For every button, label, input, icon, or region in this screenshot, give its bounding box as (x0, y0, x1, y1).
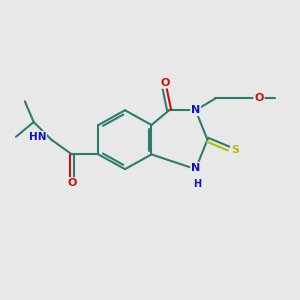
Text: O: O (67, 178, 77, 188)
Text: N: N (191, 163, 200, 173)
Text: N: N (191, 105, 200, 115)
Text: H: H (193, 178, 201, 189)
Text: O: O (160, 78, 169, 88)
Text: O: O (254, 94, 264, 103)
Text: HN: HN (28, 132, 46, 142)
Text: S: S (231, 145, 239, 155)
